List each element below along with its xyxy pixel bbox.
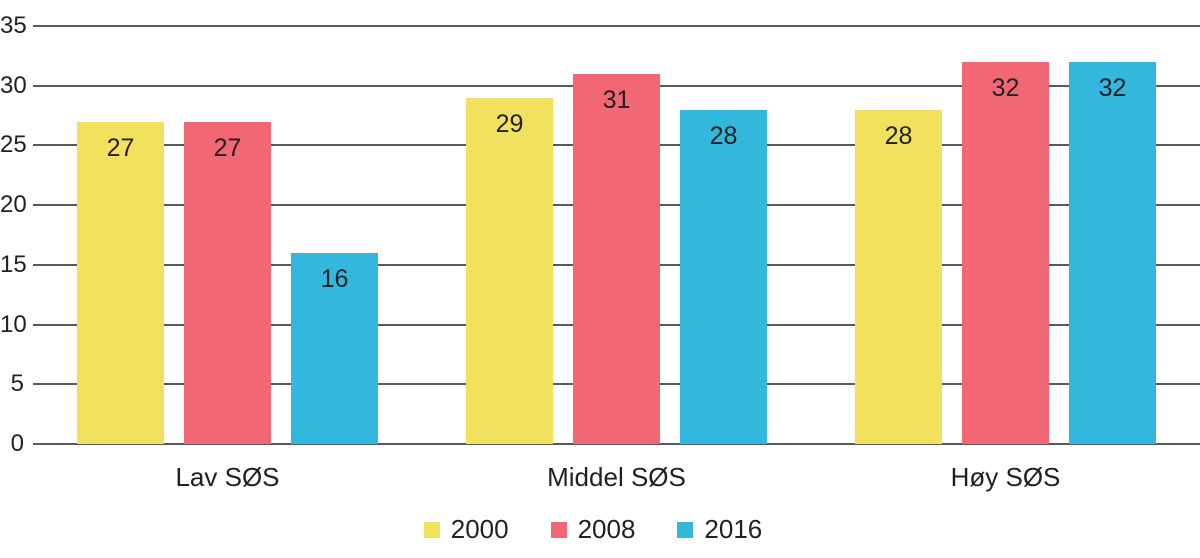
legend-swatch-2000	[423, 521, 440, 538]
bar-value-label: 29	[495, 110, 524, 138]
bar-value-label: 16	[320, 265, 349, 293]
bar-value-label: 31	[602, 86, 631, 114]
bar-2008-middel-søs: 31	[573, 74, 660, 444]
plot-area: 0 5 10 15 20 25 30 35 27 27 16 Lav SØS 29 31 28 Middel …	[0, 12, 1200, 492]
bar-2008-lav-søs: 27	[184, 122, 271, 444]
y-axis-tick-label: 0	[10, 430, 24, 457]
x-axis-category-label: Høy SØS	[950, 462, 1061, 492]
x-axis-category-label: Lav SØS	[175, 462, 280, 492]
bar-2016-middel-søs: 28	[680, 110, 767, 444]
legend-label: 2000	[450, 514, 509, 544]
bar-2016-lav-søs: 16	[291, 253, 378, 444]
gridline-y35	[33, 25, 1200, 27]
y-axis-tick-label: 5	[10, 370, 24, 398]
bar-value-label: 27	[106, 134, 135, 162]
y-axis-tick-label: 20	[0, 191, 27, 219]
bar-2000-middel-søs: 29	[466, 98, 553, 444]
legend: 2000 2008 2016	[0, 514, 1186, 545]
bar-value-label: 27	[213, 134, 242, 162]
bar-2008-høy-søs: 32	[962, 62, 1049, 444]
y-axis-tick-label: 15	[0, 250, 27, 278]
x-axis-category-label: Middel SØS	[547, 462, 686, 492]
gridline-y0	[33, 443, 1200, 445]
bar-2016-høy-søs: 32	[1069, 62, 1156, 444]
y-axis-tick-label: 10	[0, 310, 27, 338]
bar-value-label: 28	[884, 122, 913, 150]
bar-2000-lav-søs: 27	[77, 122, 164, 444]
bar-value-label: 32	[1098, 74, 1127, 102]
legend-swatch-2016	[677, 521, 694, 538]
bar-value-label: 32	[991, 74, 1020, 102]
y-axis-tick-label: 35	[0, 12, 27, 39]
legend-swatch-2008	[550, 521, 567, 538]
legend-item-2016: 2016	[677, 514, 762, 545]
bar-2000-høy-søs: 28	[855, 110, 942, 444]
y-axis-tick-label: 30	[0, 71, 27, 99]
legend-label: 2008	[577, 514, 636, 544]
legend-item-2008: 2008	[550, 514, 636, 545]
legend-item-2000: 2000	[423, 514, 509, 545]
y-axis-tick-label: 25	[0, 131, 27, 159]
legend-label: 2016	[704, 514, 763, 544]
bar-value-label: 28	[709, 122, 738, 150]
